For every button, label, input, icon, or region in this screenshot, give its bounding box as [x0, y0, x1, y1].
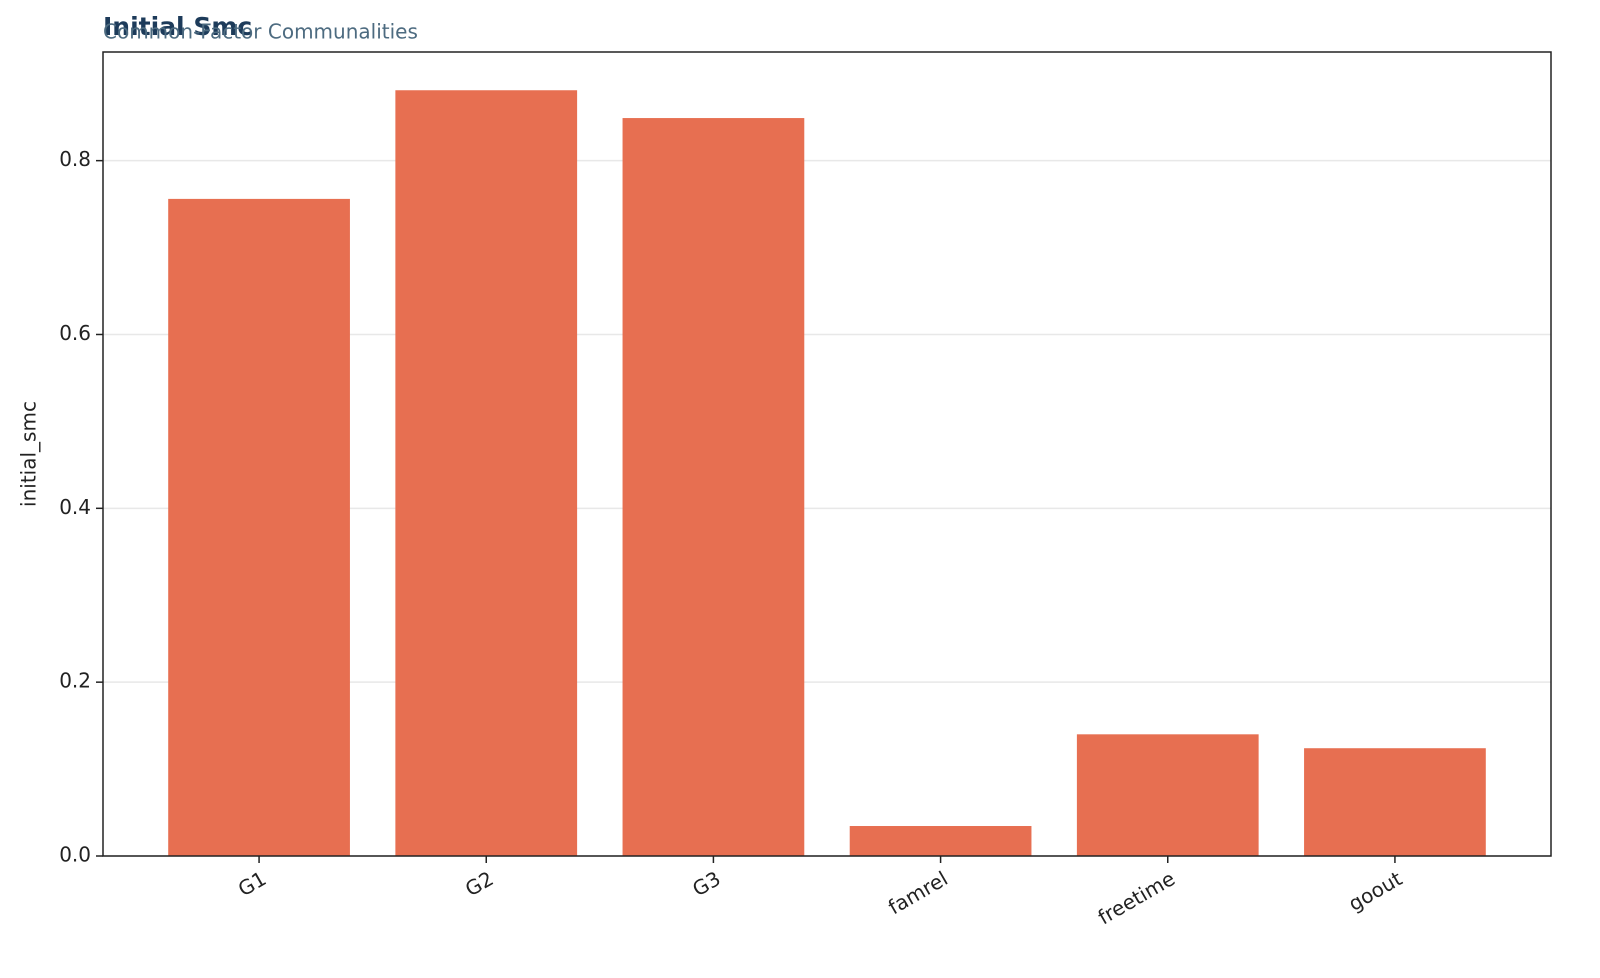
y-tick-label: 0.0 [59, 843, 91, 867]
x-tick-label: freetime [1094, 866, 1179, 929]
x-tick-label: famrel [884, 866, 952, 919]
y-tick-label: 0.4 [59, 495, 91, 519]
chart-title: Initial Smc [103, 12, 252, 41]
plot-frame [102, 51, 1552, 857]
bar [395, 90, 578, 856]
bar [1304, 748, 1486, 856]
chart-subtitle: Common-Factor Communalities [103, 20, 418, 44]
x-tick-label: G3 [688, 866, 724, 901]
y-tick-label: 0.8 [59, 147, 91, 171]
y-tick-label: 0.6 [59, 321, 91, 345]
bar [1076, 734, 1259, 856]
bar [849, 826, 1032, 856]
x-tick-label: goout [1344, 866, 1406, 916]
bar [168, 198, 350, 857]
y-axis-label: initial_smc [17, 401, 41, 507]
y-tick-label: 0.2 [59, 669, 91, 693]
x-tick-label: G2 [461, 866, 497, 901]
bar [622, 118, 805, 857]
x-tick-label: G1 [234, 866, 270, 901]
